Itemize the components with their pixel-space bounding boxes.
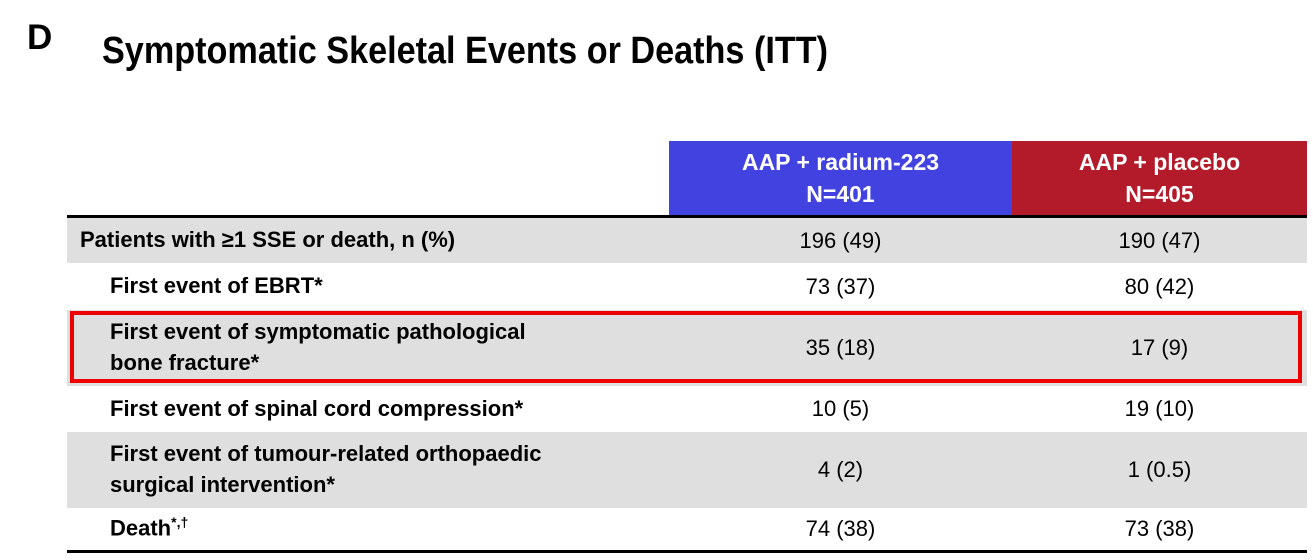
cell-placebo: 17 (9) [1130, 335, 1189, 360]
row-label: First event of spinal cord compression* [110, 395, 524, 421]
panel-letter: D [27, 18, 53, 57]
page-title: Symptomatic Skeletal Events or Deaths (I… [102, 30, 829, 72]
table-row-patients-sse-or-death: Patients with ≥1 SSE or death, n (%) 196… [67, 218, 1307, 263]
table-row-death: Death*,† 74 (38) 73 (38) [67, 508, 1307, 550]
table-bottom-rule [67, 550, 1307, 553]
column-header-radium: AAP + radium-223 N=401 [669, 141, 1012, 216]
column-header-radium-n: N=401 [806, 180, 875, 207]
row-label-line: surgical intervention* [110, 472, 335, 497]
row-label: Patients with ≥1 SSE or death, n (%) [80, 227, 456, 253]
cell-radium: 73 (37) [805, 273, 876, 299]
column-header-placebo: AAP + placebo N=405 [1012, 141, 1307, 216]
row-label: First event of EBRT* [110, 273, 323, 299]
cell-radium: 74 (38) [805, 516, 876, 541]
row-label: Death*,† [67, 513, 669, 544]
cell-radium: 196 (49) [799, 227, 882, 253]
row-label-text: Death [110, 515, 172, 541]
row-label-line: First event of symptomatic pathological [110, 319, 526, 345]
row-label: First event of tumour-related orthopaedi… [67, 439, 669, 501]
cell-placebo: 80 (42) [1124, 273, 1195, 299]
cell-placebo: 19 (10) [1124, 396, 1195, 421]
cell-placebo: 73 (38) [1124, 516, 1195, 541]
cell-radium: 10 (5) [811, 396, 870, 421]
cell-placebo: 1 (0.5) [1127, 457, 1192, 482]
row-label: First event of symptomatic pathological … [67, 317, 669, 379]
cell-placebo: 190 (47) [1118, 227, 1201, 253]
table-top-rule [67, 215, 1307, 218]
table-row-pathological-fracture: First event of symptomatic pathological … [67, 310, 1307, 386]
footnote-markers: *,† [171, 514, 189, 531]
cell-radium: 35 (18) [805, 335, 876, 360]
table-row-spinal-cord-compression: First event of spinal cord compression* … [67, 386, 1307, 432]
cell-radium: 4 (2) [817, 457, 864, 482]
row-label-line: bone fracture* [110, 350, 260, 375]
column-header-placebo-name: AAP + placebo [1078, 149, 1241, 176]
row-label-line: First event of tumour-related orthopaedi… [110, 441, 542, 467]
column-header-placebo-n: N=405 [1125, 180, 1194, 207]
table-row-ebrt: First event of EBRT* 73 (37) 80 (42) [67, 263, 1307, 310]
column-header-radium-name: AAP + radium-223 [741, 149, 940, 176]
table-row-orthopaedic-intervention: First event of tumour-related orthopaedi… [67, 432, 1307, 508]
